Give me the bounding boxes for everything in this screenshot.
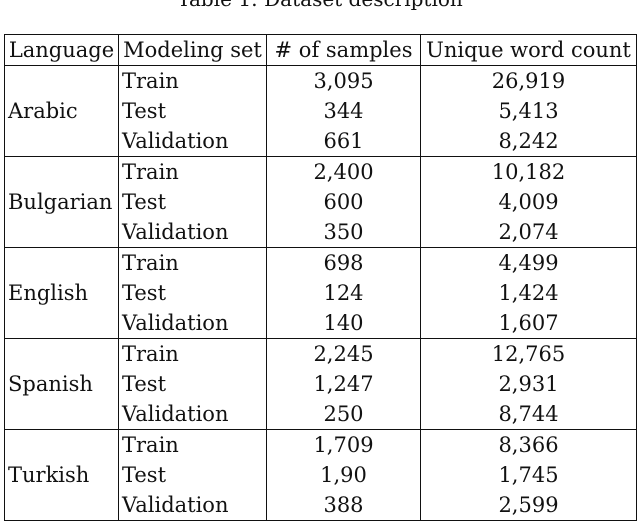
word-count-cell: 1,745 (420, 460, 637, 490)
table-row: Validation 140 1,607 (5, 308, 637, 339)
word-count-cell: 4,009 (420, 187, 637, 217)
dataset-table: Language Modeling set # of samples Uniqu… (4, 34, 637, 521)
samples-cell: 1,90 (266, 460, 421, 490)
samples-cell: 661 (266, 126, 421, 157)
modeling-set-cell: Validation (118, 490, 267, 521)
table-row: Test 1,247 2,931 (5, 369, 637, 399)
header-row: Language Modeling set # of samples Uniqu… (4, 34, 637, 66)
table-row: Test 600 4,009 (5, 187, 637, 217)
modeling-set-cell: Test (118, 278, 267, 308)
header-modeling-set: Modeling set (118, 34, 267, 66)
table-body: Arabic Train 3,095 26,919 Test 344 5,413 Valida… (4, 65, 637, 521)
samples-cell: 350 (266, 217, 421, 248)
word-count-cell: 8,744 (420, 399, 637, 430)
table-row: Bulgarian Train 2,400 10,182 (4, 156, 637, 248)
modeling-set-cell: Train (118, 65, 267, 96)
table-row: Test 344 5,413 (5, 96, 637, 126)
modeling-set-cell: Train (118, 247, 267, 278)
table-row: Test 124 1,424 (5, 278, 637, 308)
language-cell: Bulgarian (4, 156, 119, 248)
word-count-cell: 26,919 (420, 65, 637, 96)
word-count-cell: 5,413 (420, 96, 637, 126)
language-cell: English (4, 247, 119, 339)
language-cell: Arabic (4, 65, 119, 157)
table-row: English Train 698 4,499 (4, 247, 637, 339)
samples-cell: 1,247 (266, 369, 421, 399)
modeling-set-cell: Test (118, 369, 267, 399)
table-row: Validation 661 8,242 (5, 126, 637, 157)
word-count-cell: 10,182 (420, 156, 637, 187)
word-count-cell: 12,765 (420, 338, 637, 369)
modeling-set-cell: Validation (118, 126, 267, 157)
samples-cell: 344 (266, 96, 421, 126)
modeling-set-cell: Test (118, 96, 267, 126)
samples-cell: 2,400 (266, 156, 421, 187)
samples-cell: 600 (266, 187, 421, 217)
word-count-cell: 1,424 (420, 278, 637, 308)
table-row: Validation 388 2,599 (5, 490, 637, 521)
header-language: Language (4, 34, 119, 66)
table-row: Validation 350 2,074 (5, 217, 637, 248)
header-word-count: Unique word count (420, 34, 637, 66)
word-count-cell: 8,242 (420, 126, 637, 157)
table-row: Turkish Train 1,709 8,366 (4, 429, 637, 521)
samples-cell: 698 (266, 247, 421, 278)
samples-cell: 124 (266, 278, 421, 308)
table-row: Test 1,90 1,745 (5, 460, 637, 490)
word-count-cell: 2,074 (420, 217, 637, 248)
modeling-set-cell: Test (118, 187, 267, 217)
modeling-set-cell: Train (118, 338, 267, 369)
modeling-set-cell: Validation (118, 217, 267, 248)
modeling-set-cell: Validation (118, 399, 267, 430)
samples-cell: 250 (266, 399, 421, 430)
word-count-cell: 2,931 (420, 369, 637, 399)
word-count-cell: 4,499 (420, 247, 637, 278)
samples-cell: 140 (266, 308, 421, 339)
table-caption: Table 1: Dataset description (0, 0, 640, 11)
samples-cell: 388 (266, 490, 421, 521)
language-cell: Spanish (4, 338, 119, 430)
modeling-set-cell: Train (118, 429, 267, 460)
modeling-set-cell: Train (118, 156, 267, 187)
language-cell: Turkish (4, 429, 119, 521)
table-row: Arabic Train 3,095 26,919 (4, 65, 637, 157)
modeling-set-cell: Validation (118, 308, 267, 339)
samples-cell: 1,709 (266, 429, 421, 460)
table-row: Spanish Train 2,245 12,765 (4, 338, 637, 430)
table-row: Validation 250 8,744 (5, 399, 637, 430)
header-samples: # of samples (266, 34, 421, 66)
word-count-cell: 8,366 (420, 429, 637, 460)
modeling-set-cell: Test (118, 460, 267, 490)
samples-cell: 3,095 (266, 65, 421, 96)
samples-cell: 2,245 (266, 338, 421, 369)
word-count-cell: 1,607 (420, 308, 637, 339)
word-count-cell: 2,599 (420, 490, 637, 521)
